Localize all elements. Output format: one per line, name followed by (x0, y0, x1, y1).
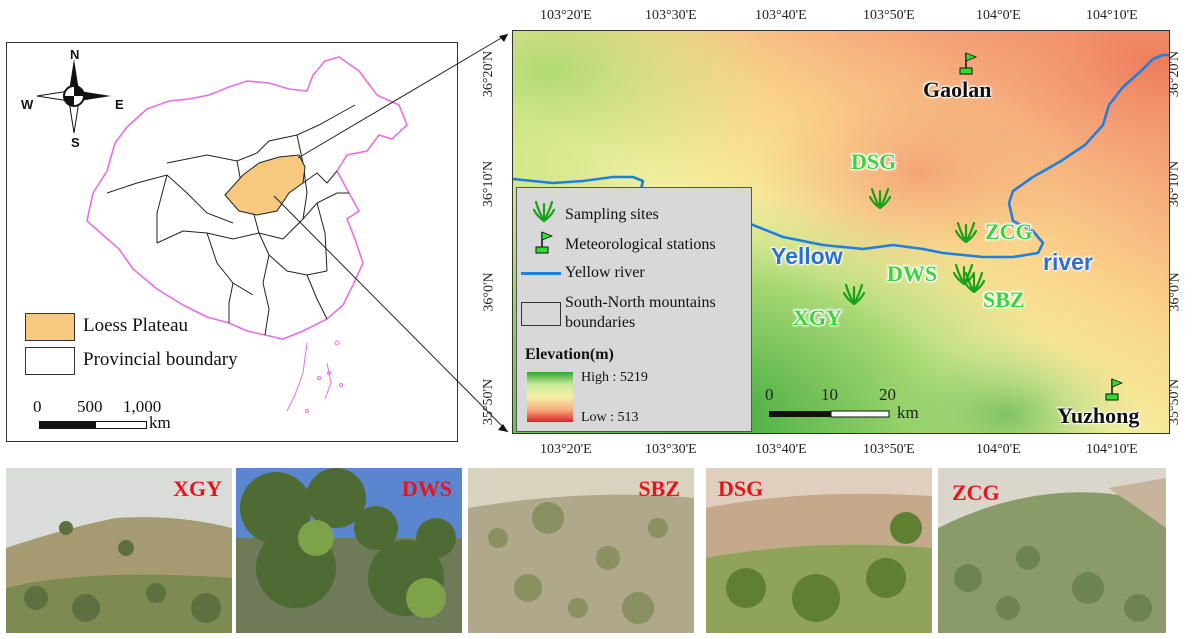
gaolan-label: Gaolan (923, 77, 992, 102)
photo-dws: DWS (236, 468, 462, 633)
xgy-grass-icon (843, 283, 865, 305)
china-scale-bar-white (95, 421, 147, 429)
map-scale-tick-20: 20 (879, 385, 896, 404)
compass-s: S (71, 135, 80, 150)
compass-e: E (115, 97, 124, 112)
photo-dsg: DSG (706, 468, 932, 633)
legend-mountain-swatch (521, 302, 561, 326)
loess-legend-swatch (25, 313, 75, 341)
compass-rose-icon (36, 59, 111, 134)
photo-sbz-label: SBZ (638, 476, 680, 501)
legend-sampling-label: Sampling sites (565, 206, 659, 223)
china-overview-map: N S W E Loess Plateau Provincial boundar… (6, 42, 458, 442)
lat-tick-left-4: 35°50'N (481, 378, 497, 426)
photo-dws-label: DWS (401, 476, 452, 501)
lon-tick-top-3: 103°40'E (755, 8, 807, 23)
map-scale-tick-0: 0 (765, 385, 774, 404)
lon-tick-bottom-2: 103°30'E (645, 442, 697, 457)
china-scale-tick-0: 0 (33, 397, 42, 416)
south-sea-islands (286, 340, 343, 413)
province-legend-label: Provincial boundary (83, 349, 238, 370)
china-outline (86, 56, 408, 340)
sbz-site-label: SBZ (983, 287, 1025, 312)
gaolan-station-flag-icon (957, 51, 979, 82)
map-scale-tick-10: 10 (821, 385, 838, 404)
compass-n: N (70, 47, 80, 62)
photo-zcg-label: ZCG (952, 480, 1000, 505)
river-label-river: river (1043, 249, 1093, 275)
dws-site-label: DWS (887, 261, 938, 286)
lon-tick-top-6: 104°10'E (1086, 8, 1138, 23)
china-scale-unit: km (149, 413, 171, 432)
river-label-yellow: Yellow (771, 243, 843, 269)
legend-elevation-high: High : 5219 (581, 370, 648, 385)
loess-legend-label: Loess Plateau (83, 315, 189, 336)
map-scale-bar-black (769, 411, 831, 417)
legend-elevation-title: Elevation(m) (525, 346, 614, 363)
legend-river-line (521, 272, 561, 275)
map-scale-unit: km (897, 403, 919, 422)
lon-tick-bottom-5: 104°0'E (976, 442, 1021, 457)
china-scale-tick-500: 500 (77, 397, 103, 416)
province-legend-swatch (25, 347, 75, 375)
sbz-grass-icon (963, 271, 985, 293)
zcg-grass-icon (955, 221, 977, 243)
photo-dsg-label: DSG (718, 476, 764, 501)
yuzhong-station-flag-icon (1103, 377, 1125, 408)
loess-plateau-area (224, 154, 306, 216)
compass-w: W (21, 97, 34, 112)
lon-tick-bottom-1: 103°20'E (540, 442, 592, 457)
lon-tick-top-5: 104°0'E (976, 8, 1021, 23)
lat-tick-left-2: 36°10'N (481, 160, 497, 208)
china-map-svg (86, 56, 408, 413)
dsg-site-label: DSG (851, 149, 897, 174)
legend-river-label: Yellow river (565, 264, 645, 281)
legend-elevation-low: Low : 513 (581, 410, 639, 425)
photo-xgy: XGY (6, 468, 232, 633)
provincial-boundaries (106, 104, 356, 336)
north-arrow-compass: N S W E (21, 47, 124, 150)
legend-flag-icon (535, 231, 554, 254)
lon-tick-bottom-4: 103°50'E (863, 442, 915, 457)
lon-tick-bottom-6: 104°10'E (1086, 442, 1138, 457)
lon-tick-bottom-3: 103°40'E (755, 442, 807, 457)
yuzhong-label: Yuzhong (1057, 403, 1140, 428)
lon-tick-top-2: 103°30'E (645, 8, 697, 23)
legend-met-label: Meteorological stations (565, 236, 716, 253)
lat-tick-left-1: 36°20'N (481, 50, 497, 98)
lat-tick-right-3: 36°0'N (1167, 272, 1183, 312)
dsg-grass-icon (869, 187, 891, 209)
photo-zcg: ZCG (938, 468, 1166, 633)
china-scale-tick-1000: 1,000 (123, 397, 162, 416)
lat-tick-left-3: 36°0'N (481, 272, 497, 312)
photo-sbz: SBZ (468, 468, 694, 633)
legend-grass-icon (533, 200, 555, 222)
photo-xgy-label: XGY (173, 476, 222, 501)
xgy-site-label: XGY (793, 305, 842, 330)
study-map-legend: Sampling sites Meteorological stations Y… (516, 187, 752, 432)
legend-mountain-label-2: boundaries (565, 314, 636, 331)
map-scale-bar-white (830, 410, 890, 418)
legend-elevation-ramp (527, 372, 573, 422)
yellow-river-line (513, 53, 1169, 259)
china-scale-bar-black (39, 421, 95, 429)
legend-mountain-label-1: South-North mountains (565, 294, 716, 311)
lon-tick-top-4: 103°50'E (863, 8, 915, 23)
lon-tick-top-1: 103°20'E (540, 8, 592, 23)
zcg-site-label: ZCG (985, 219, 1033, 244)
